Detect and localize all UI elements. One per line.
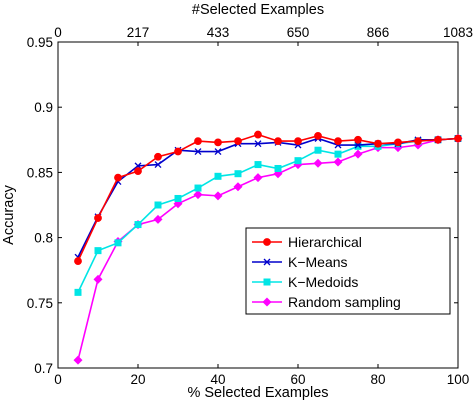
data-point-k-medoids (214, 172, 222, 180)
top-x-tick-label: 0 (54, 25, 62, 40)
data-point-k-means (194, 148, 202, 155)
x-tick-label: 100 (447, 372, 470, 387)
legend-label-k-medoids: K−Medoids (288, 274, 358, 290)
legend-label-random-sampling: Random sampling (288, 294, 401, 310)
data-point-random-sampling (313, 158, 323, 168)
legend-label-hierarchical: Hierarchical (288, 234, 362, 250)
legend-marker-hierarchical (263, 238, 271, 246)
data-point-random-sampling (233, 182, 243, 192)
x-tick-label: 40 (210, 372, 225, 387)
data-point-hierarchical (234, 137, 242, 146)
legend-marker-random-sampling (262, 297, 272, 307)
ticks-layer: 0 20 40 60 80 100 0 217 433 650 866 1083 0.7 0.75 0.8 0… (27, 25, 473, 387)
data-point-k-medoids (194, 184, 202, 192)
data-point-hierarchical (74, 257, 82, 265)
data-point-k-medoids (334, 150, 342, 158)
x-tick-label: 60 (290, 372, 305, 387)
plot-frame (57, 41, 459, 369)
data-point-hierarchical (114, 173, 122, 182)
y-tick-label: 0.75 (27, 296, 53, 311)
x-tick-label: 80 (370, 372, 385, 387)
top-x-axis-label: #Selected Examples (192, 2, 324, 18)
data-point-k-medoids (114, 239, 122, 247)
x-axis-label: % Selected Examples (187, 385, 328, 401)
top-x-tick-label: 1083 (443, 25, 473, 40)
data-point-hierarchical (454, 134, 462, 143)
data-point-random-sampling (153, 214, 163, 224)
data-point-k-medoids (94, 247, 102, 255)
data-point-k-medoids (174, 194, 182, 202)
y-axis-label: Accuracy (1, 184, 17, 244)
data-point-random-sampling (93, 274, 103, 284)
data-point-random-sampling (193, 190, 203, 200)
data-point-hierarchical (94, 214, 102, 222)
data-point-random-sampling (333, 157, 343, 167)
data-point-hierarchical (254, 130, 262, 139)
y-tick-label: 0.7 (34, 361, 53, 376)
data-point-hierarchical (194, 137, 202, 146)
legend-marker-k-means (263, 258, 271, 266)
legend-marker-k-medoids (263, 278, 271, 286)
data-point-k-means (154, 161, 162, 169)
x-tick-label: 0 (54, 372, 62, 387)
data-point-k-medoids (274, 164, 282, 172)
data-point-k-means (214, 148, 222, 155)
data-point-hierarchical (334, 137, 342, 146)
y-tick-label: 0.9 (34, 100, 53, 115)
data-point-k-medoids (154, 201, 162, 209)
data-point-hierarchical (314, 131, 322, 140)
data-point-k-medoids (74, 288, 82, 296)
top-x-tick-label: 650 (287, 25, 310, 40)
data-point-hierarchical (294, 137, 302, 146)
data-point-hierarchical (214, 138, 222, 147)
y-tick-label: 0.85 (27, 165, 53, 180)
data-point-k-medoids (234, 170, 242, 178)
data-point-hierarchical (414, 137, 422, 146)
data-point-hierarchical (174, 147, 182, 156)
data-point-random-sampling (353, 149, 363, 159)
data-point-k-medoids (294, 157, 302, 165)
data-point-hierarchical (434, 135, 442, 144)
y-tick-label: 0.95 (27, 35, 53, 50)
legend-label-k-means: K−Means (288, 254, 348, 270)
data-point-k-medoids (254, 161, 262, 169)
data-point-random-sampling (213, 191, 223, 201)
data-point-k-means (254, 140, 262, 148)
data-point-random-sampling (253, 173, 263, 183)
data-point-k-medoids (314, 146, 322, 154)
y-tick-label: 0.8 (34, 231, 53, 246)
plot-area (57, 41, 459, 369)
top-x-tick-label: 866 (367, 25, 390, 40)
legend: Hierarchical K−Means K−Medoids Random sampl… (245, 227, 451, 315)
top-x-tick-label: 433 (207, 25, 230, 40)
top-x-tick-label: 217 (127, 25, 150, 40)
data-point-random-sampling (73, 355, 83, 365)
data-point-hierarchical (354, 135, 362, 144)
data-point-hierarchical (134, 167, 142, 175)
series-hierarchical (74, 130, 462, 265)
series-layer (73, 130, 463, 365)
data-point-hierarchical (274, 137, 282, 146)
data-point-k-medoids (134, 221, 142, 229)
data-point-hierarchical (154, 152, 162, 161)
data-point-hierarchical (394, 138, 402, 147)
x-tick-label: 20 (130, 372, 145, 387)
data-point-hierarchical (374, 139, 382, 148)
